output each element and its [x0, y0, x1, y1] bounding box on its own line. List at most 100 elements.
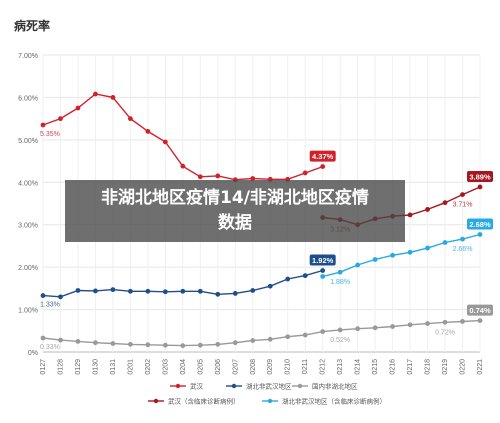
data-label: 0.72%	[435, 329, 455, 336]
data-point	[232, 291, 238, 296]
data-point	[197, 288, 203, 294]
watermark-text: 非湖北地区疫情14/非湖北地区疫情 数据	[85, 186, 385, 236]
x-tick-label: 0128	[57, 359, 64, 375]
data-point	[232, 340, 238, 346]
data-label: 5.35%	[40, 131, 60, 138]
data-point	[477, 232, 483, 237]
axes: 0% 1.00% 2.00% 3.00% 4.00% 5.00% 6.00% 7.00% 012…	[18, 53, 484, 375]
data-label: 1.92%	[312, 256, 334, 265]
data-point	[407, 249, 413, 255]
data-label-box	[467, 304, 493, 316]
data-point	[285, 276, 291, 282]
data-point	[215, 291, 221, 297]
data-point	[267, 283, 273, 289]
data-point	[442, 240, 448, 245]
x-tick-label: 0204	[180, 359, 187, 375]
data-point	[93, 288, 98, 294]
data-point	[460, 319, 465, 324]
data-point	[372, 325, 378, 331]
legend-swatch-marker	[297, 383, 303, 389]
watermark-banner: 非湖北地区疫情14/非湖北地区疫情 数据	[65, 180, 405, 242]
data-label: 0.74%	[469, 306, 491, 315]
data-point	[425, 245, 430, 251]
x-tick-label: 0131	[110, 359, 117, 375]
data-point	[162, 139, 168, 145]
data-point	[110, 287, 116, 293]
data-label-box	[309, 254, 336, 266]
legend-swatch-marker	[153, 398, 159, 404]
x-tick-label: 0207	[232, 359, 239, 375]
data-labels: 5.35% 4.37% 1.33% 1.92% 0.33% 0.52% 0.72% 0.74%…	[40, 131, 493, 351]
data-point	[460, 192, 465, 197]
data-point	[302, 332, 308, 338]
x-tick-label: 0212	[320, 359, 327, 375]
data-point	[250, 338, 256, 343]
data-point	[302, 273, 308, 279]
x-tick-label: 0211	[302, 359, 309, 374]
x-tick-label: 0221	[477, 359, 484, 375]
y-tick-label: 7.00%	[18, 53, 38, 60]
legend-swatch-marker	[231, 383, 237, 389]
data-point	[407, 322, 413, 328]
data-point	[75, 288, 81, 293]
data-point	[250, 288, 256, 293]
x-tick-label: 0217	[407, 359, 414, 375]
legend-label: 国内非湖北地区	[312, 382, 358, 391]
data-label: 2.66%	[453, 246, 473, 253]
data-point	[442, 319, 448, 325]
data-label: 1.33%	[40, 302, 60, 309]
x-tick-label: 0205	[197, 359, 204, 375]
data-point	[425, 207, 430, 212]
data-point	[40, 293, 46, 298]
data-point	[93, 340, 98, 346]
data-point	[110, 341, 116, 346]
data-point	[58, 116, 63, 122]
data-point	[390, 324, 395, 329]
data-point	[320, 329, 326, 335]
series-line	[42, 319, 481, 347]
x-tick-label: 0201	[127, 359, 134, 375]
data-point	[425, 321, 430, 326]
y-tick-label: 2.00%	[18, 265, 38, 272]
data-point	[58, 337, 63, 343]
x-tick-label: 0209	[267, 359, 274, 375]
x-tick-label: 0216	[390, 359, 397, 375]
legend-label: 武汉（含临床诊断病例）	[168, 397, 240, 406]
x-tick-label: 0208	[250, 359, 257, 375]
x-tick-label: 0203	[162, 359, 169, 375]
watermark-line-1: 非湖北地区疫情14/非湖北地区疫情	[101, 188, 369, 208]
y-tick-label: 5.00%	[18, 138, 38, 145]
data-point	[127, 341, 133, 347]
watermark-line-2: 数据	[218, 213, 252, 233]
data-point	[110, 95, 116, 100]
y-tick-label: 3.00%	[18, 223, 38, 230]
legend-swatch-marker	[267, 398, 273, 404]
legend-label: 湖北非武汉地区	[246, 382, 292, 391]
data-label: 0.52%	[330, 337, 350, 344]
data-point	[180, 163, 186, 169]
data-point	[302, 170, 308, 176]
data-point	[355, 262, 361, 268]
data-point	[180, 288, 186, 294]
x-tick-label: 0214	[355, 359, 362, 375]
data-label: 3.71%	[453, 202, 473, 209]
data-point	[267, 336, 273, 342]
data-point	[145, 342, 151, 348]
y-tick-label: 0%	[28, 350, 38, 357]
data-point	[93, 91, 98, 97]
data-point	[197, 342, 203, 348]
data-point	[162, 289, 168, 295]
data-point	[477, 318, 483, 324]
x-tick-label: 0127	[40, 359, 47, 375]
chart-title: 病死率	[14, 18, 50, 33]
series-line	[322, 233, 481, 278]
data-point	[127, 288, 133, 294]
data-point	[215, 341, 221, 347]
data-point	[145, 128, 151, 134]
data-point	[180, 343, 186, 349]
data-point	[215, 173, 221, 179]
data-label: 0.33%	[40, 344, 60, 351]
data-point	[162, 342, 168, 348]
data-point	[320, 164, 326, 169]
